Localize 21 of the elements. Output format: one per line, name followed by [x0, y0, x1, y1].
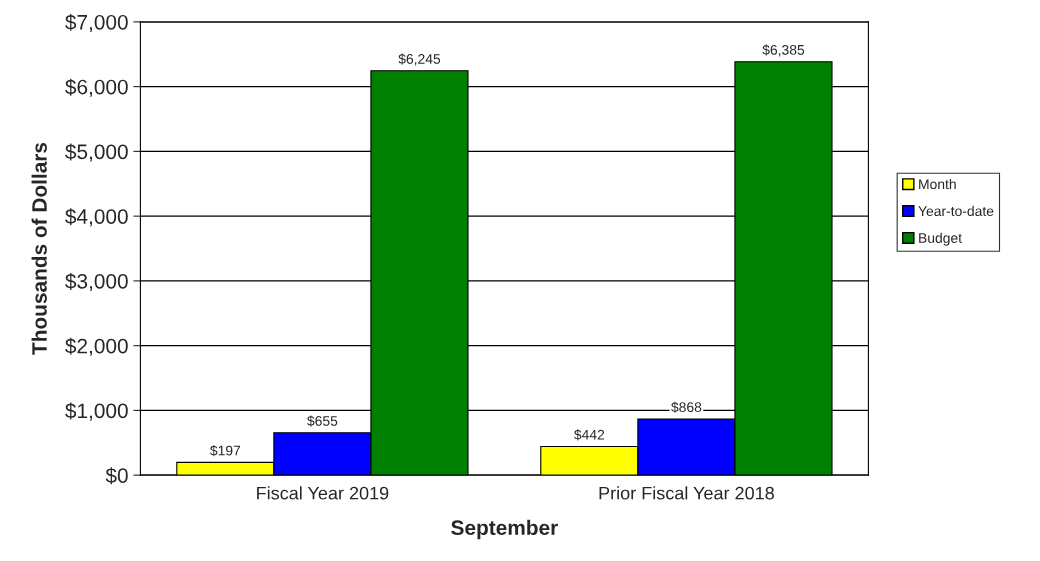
data-label: $6,245 — [398, 53, 441, 66]
legend-label: Year-to-date — [918, 205, 994, 217]
y-axis-title: Thousands of Dollars — [31, 142, 47, 355]
legend-label: Budget — [919, 232, 962, 246]
x-tick-label: Fiscal Year 2019 — [257, 486, 389, 500]
legend-label: Month — [919, 178, 956, 190]
y-tick-label: $1,000 — [65, 402, 128, 421]
y-tick-label: $3,000 — [65, 273, 128, 292]
y-tick-label: $6,000 — [65, 78, 128, 97]
y-tick-label: $4,000 — [65, 208, 128, 227]
data-label: $655 — [307, 415, 338, 427]
data-label: $197 — [210, 445, 241, 457]
x-tick-label: Prior Fiscal Year 2018 — [599, 486, 774, 500]
y-tick-label: $2,000 — [65, 337, 128, 356]
x-axis-title: September — [451, 519, 558, 540]
data-label: $6,385 — [762, 44, 805, 57]
data-label: $442 — [574, 429, 605, 441]
y-tick-label: $0 — [105, 467, 128, 485]
y-tick-label: $7,000 — [65, 14, 128, 33]
y-tick-label: $5,000 — [65, 143, 128, 162]
data-label: $868 — [671, 401, 702, 413]
